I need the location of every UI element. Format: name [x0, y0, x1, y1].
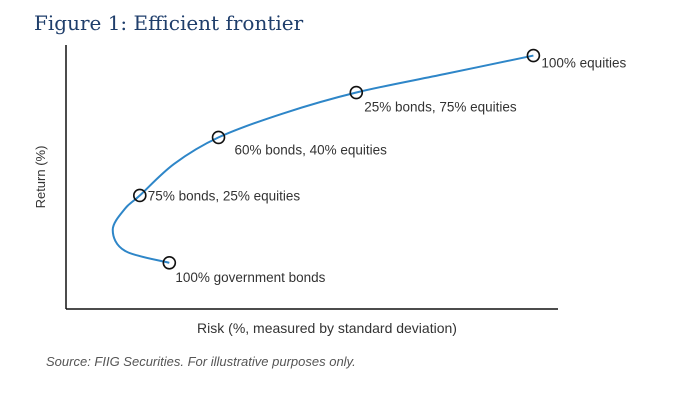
data-point-marker [162, 255, 177, 270]
data-points: 100% government bonds 75% bonds, 25% equi… [133, 48, 626, 285]
data-point-label: 100% equities [541, 56, 626, 71]
data-point-marker [211, 130, 226, 145]
chart-title: Figure 1: Efficient frontier [34, 11, 304, 35]
y-axis-label: Return (%) [33, 146, 48, 209]
data-point-label: 75% bonds, 25% equities [148, 188, 301, 203]
data-point-label: 100% government bonds [175, 270, 325, 285]
data-point-marker [349, 85, 364, 100]
data-point-marker [133, 188, 147, 203]
data-point-marker [526, 48, 541, 63]
data-point-label: 60% bonds, 40% equities [235, 142, 388, 157]
data-point-label: 25% bonds, 75% equities [364, 100, 517, 115]
x-axis-label: Risk (%, measured by standard deviation) [197, 320, 457, 336]
frontier-curve [111, 54, 534, 264]
source-note: Source: FIIG Securities. For illustrativ… [46, 354, 356, 369]
